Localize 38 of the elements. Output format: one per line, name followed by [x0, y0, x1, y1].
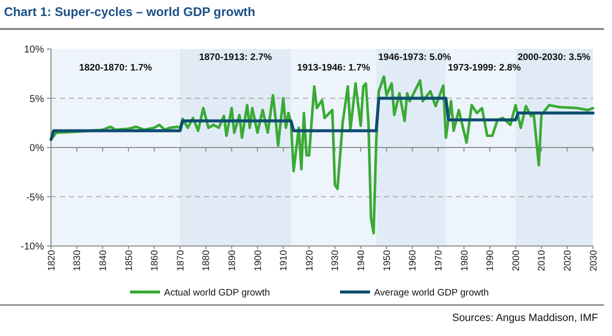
- x-tick-label: 1910: [278, 250, 290, 272]
- y-tick-label: 10%: [24, 44, 44, 56]
- x-tick-label: 1890: [226, 250, 238, 272]
- x-tick-label: 1980: [459, 250, 470, 272]
- x-tick-label: 1840: [98, 250, 109, 272]
- x-tick-label: 1860: [150, 250, 161, 272]
- x-tick-label: 1970: [433, 250, 444, 272]
- x-tick-label: 1830: [72, 250, 84, 272]
- band-label: 1820-1870: 1.7%: [79, 62, 153, 74]
- x-tick-label: 1960: [408, 250, 419, 272]
- x-tick-label: 2030: [588, 250, 600, 272]
- source-note: Sources: Angus Maddison, IMF: [452, 312, 598, 324]
- line-series: [50, 96, 594, 142]
- x-tick-label: 1990: [485, 250, 496, 272]
- band-label: 1973-1999: 2.8%: [448, 62, 522, 74]
- legend-label: Average world GDP growth: [374, 288, 489, 298]
- chart-title: Chart 1: Super-cycles – world GDP growth: [4, 5, 256, 19]
- x-tick-label: 1950: [382, 250, 393, 272]
- band-label: 1913-1946: 1.7%: [297, 62, 371, 74]
- legend-label: Actual world GDP growth: [164, 288, 270, 298]
- y-tick-label: -10%: [20, 242, 44, 252]
- x-tick-label: 2000: [510, 250, 522, 272]
- y-tick-label: 0%: [30, 143, 44, 154]
- x-tick-label: 1880: [201, 250, 212, 272]
- band-label: 2000-2030: 3.5%: [518, 52, 592, 63]
- x-tick-label: 1900: [252, 250, 264, 272]
- x-tick-label: 2020: [562, 250, 574, 272]
- x-tick-label: 1940: [356, 250, 368, 272]
- y-tick-label: -5%: [26, 192, 44, 204]
- x-tick-label: 1820: [46, 250, 58, 272]
- x-tick-label: 1850: [124, 250, 135, 272]
- band-label: 1946-1973: 5.0%: [378, 52, 452, 63]
- x-tick-label: 2010: [536, 250, 548, 272]
- x-tick-label: 1870: [175, 250, 186, 272]
- band-label: 1870-1913: 2.7%: [199, 52, 273, 63]
- x-tick-label: 1930: [330, 250, 342, 272]
- y-tick-label: 5%: [30, 94, 44, 105]
- x-tick-label: 1920: [304, 250, 316, 272]
